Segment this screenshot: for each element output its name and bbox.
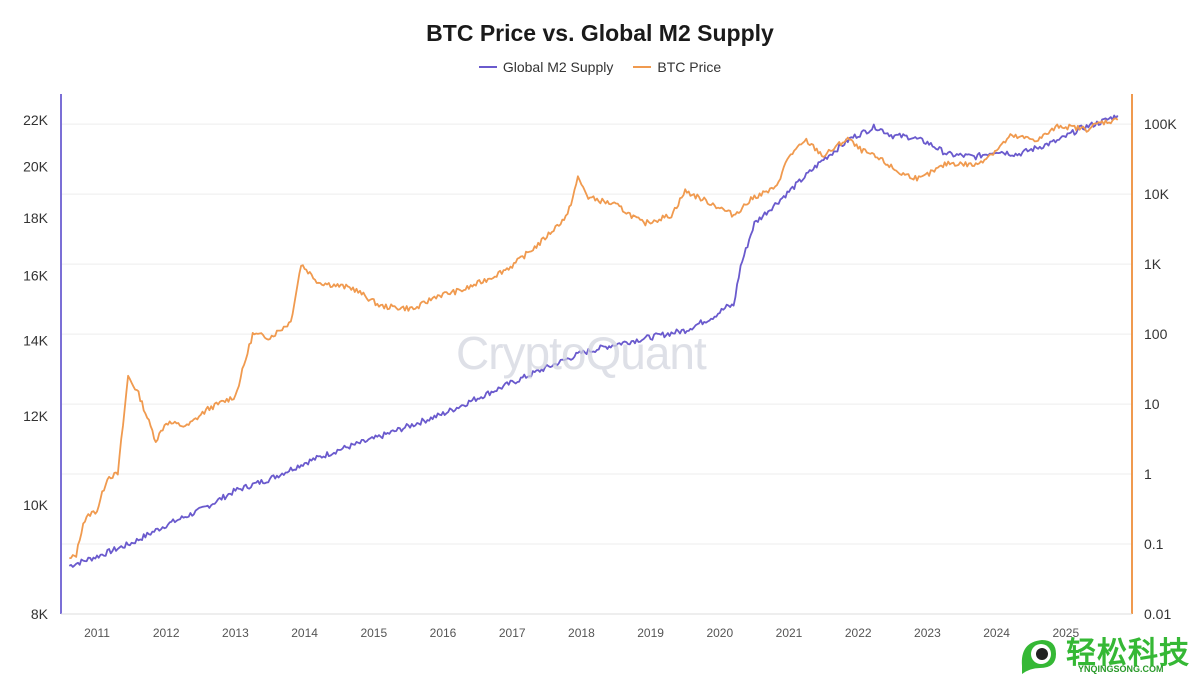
brand-logo: 轻松科技 YNQINGSONG.COM (1012, 628, 1200, 675)
right-axis-tick-label: 100K (1144, 116, 1177, 132)
right-axis-tick-label: 0.1 (1144, 536, 1164, 552)
x-axis-tick-label: 2021 (776, 626, 803, 640)
left-axis-tick-label: 12K (23, 408, 49, 424)
right-axis-tick-label: 0.01 (1144, 606, 1171, 622)
x-axis-tick-label: 2013 (222, 626, 249, 640)
x-axis-tick-label: 2012 (153, 626, 180, 640)
legend: Global M2 Supply BTC Price (0, 59, 1200, 75)
x-axis-tick-label: 2024 (983, 626, 1010, 640)
left-axis-tick-label: 10K (23, 497, 49, 513)
legend-item-m2[interactable]: Global M2 Supply (478, 59, 614, 75)
legend-label-m2: Global M2 Supply (502, 59, 614, 75)
legend-label-btc: BTC Price (657, 59, 722, 75)
right-axis-tick-label: 1K (1144, 256, 1162, 272)
x-axis-tick-label: 2014 (291, 626, 318, 640)
legend-item-btc[interactable]: BTC Price (633, 59, 721, 75)
x-axis-tick-label: 2025 (1052, 626, 1079, 640)
left-axis-tick-label: 18K (23, 210, 49, 226)
chart-title: BTC Price vs. Global M2 Supply (426, 20, 774, 46)
right-axis-tick-label: 10K (1144, 186, 1170, 202)
series-line-m2 (68, 114, 1119, 568)
grid-lines (61, 123, 1132, 615)
x-axis-tick-label: 2023 (914, 626, 941, 640)
x-axis-tick-label: 2020 (706, 626, 733, 640)
left-axis-tick-label: 22K (23, 112, 49, 128)
x-axis-tick-label: 2018 (568, 626, 595, 640)
right-axis-tick-label: 10 (1144, 396, 1160, 412)
x-axis-tick-label: 2015 (360, 626, 387, 640)
watermark-text: CryptoQuant (456, 327, 707, 379)
eye-logo-icon (1021, 640, 1056, 674)
series-line-btc (69, 117, 1119, 560)
left-axis-ticks: 8K 10K 12K 14K 16K 18K 20K 22K (23, 112, 49, 622)
x-axis-tick-label: 2019 (637, 626, 664, 640)
left-axis-tick-label: 8K (31, 606, 49, 622)
legend-swatch-m2 (478, 66, 497, 68)
x-axis-tick-label: 2011 (84, 626, 110, 640)
logo-en-text: YNQINGSONG.COM (1078, 664, 1164, 674)
x-axis-ticks: 2011 2012 2013 2014 2015 2016 2017 2018 2019 2020… (61, 613, 1132, 640)
right-axis-tick-label: 100 (1144, 326, 1168, 342)
x-axis-tick-label: 2016 (430, 626, 457, 640)
legend-swatch-btc (633, 66, 652, 68)
x-axis-tick-label: 2017 (499, 626, 526, 640)
left-axis-tick-label: 14K (23, 333, 49, 349)
left-axis-tick-label: 16K (23, 267, 49, 283)
right-axis-tick-label: 1 (1144, 466, 1152, 482)
x-axis-tick-label: 2022 (845, 626, 872, 640)
logo-cn-text: 轻松科技 (1066, 637, 1190, 670)
left-axis-tick-label: 20K (23, 158, 49, 174)
right-axis-ticks: 0.01 0.1 1 10 100 1K 10K 100K (1144, 116, 1177, 622)
